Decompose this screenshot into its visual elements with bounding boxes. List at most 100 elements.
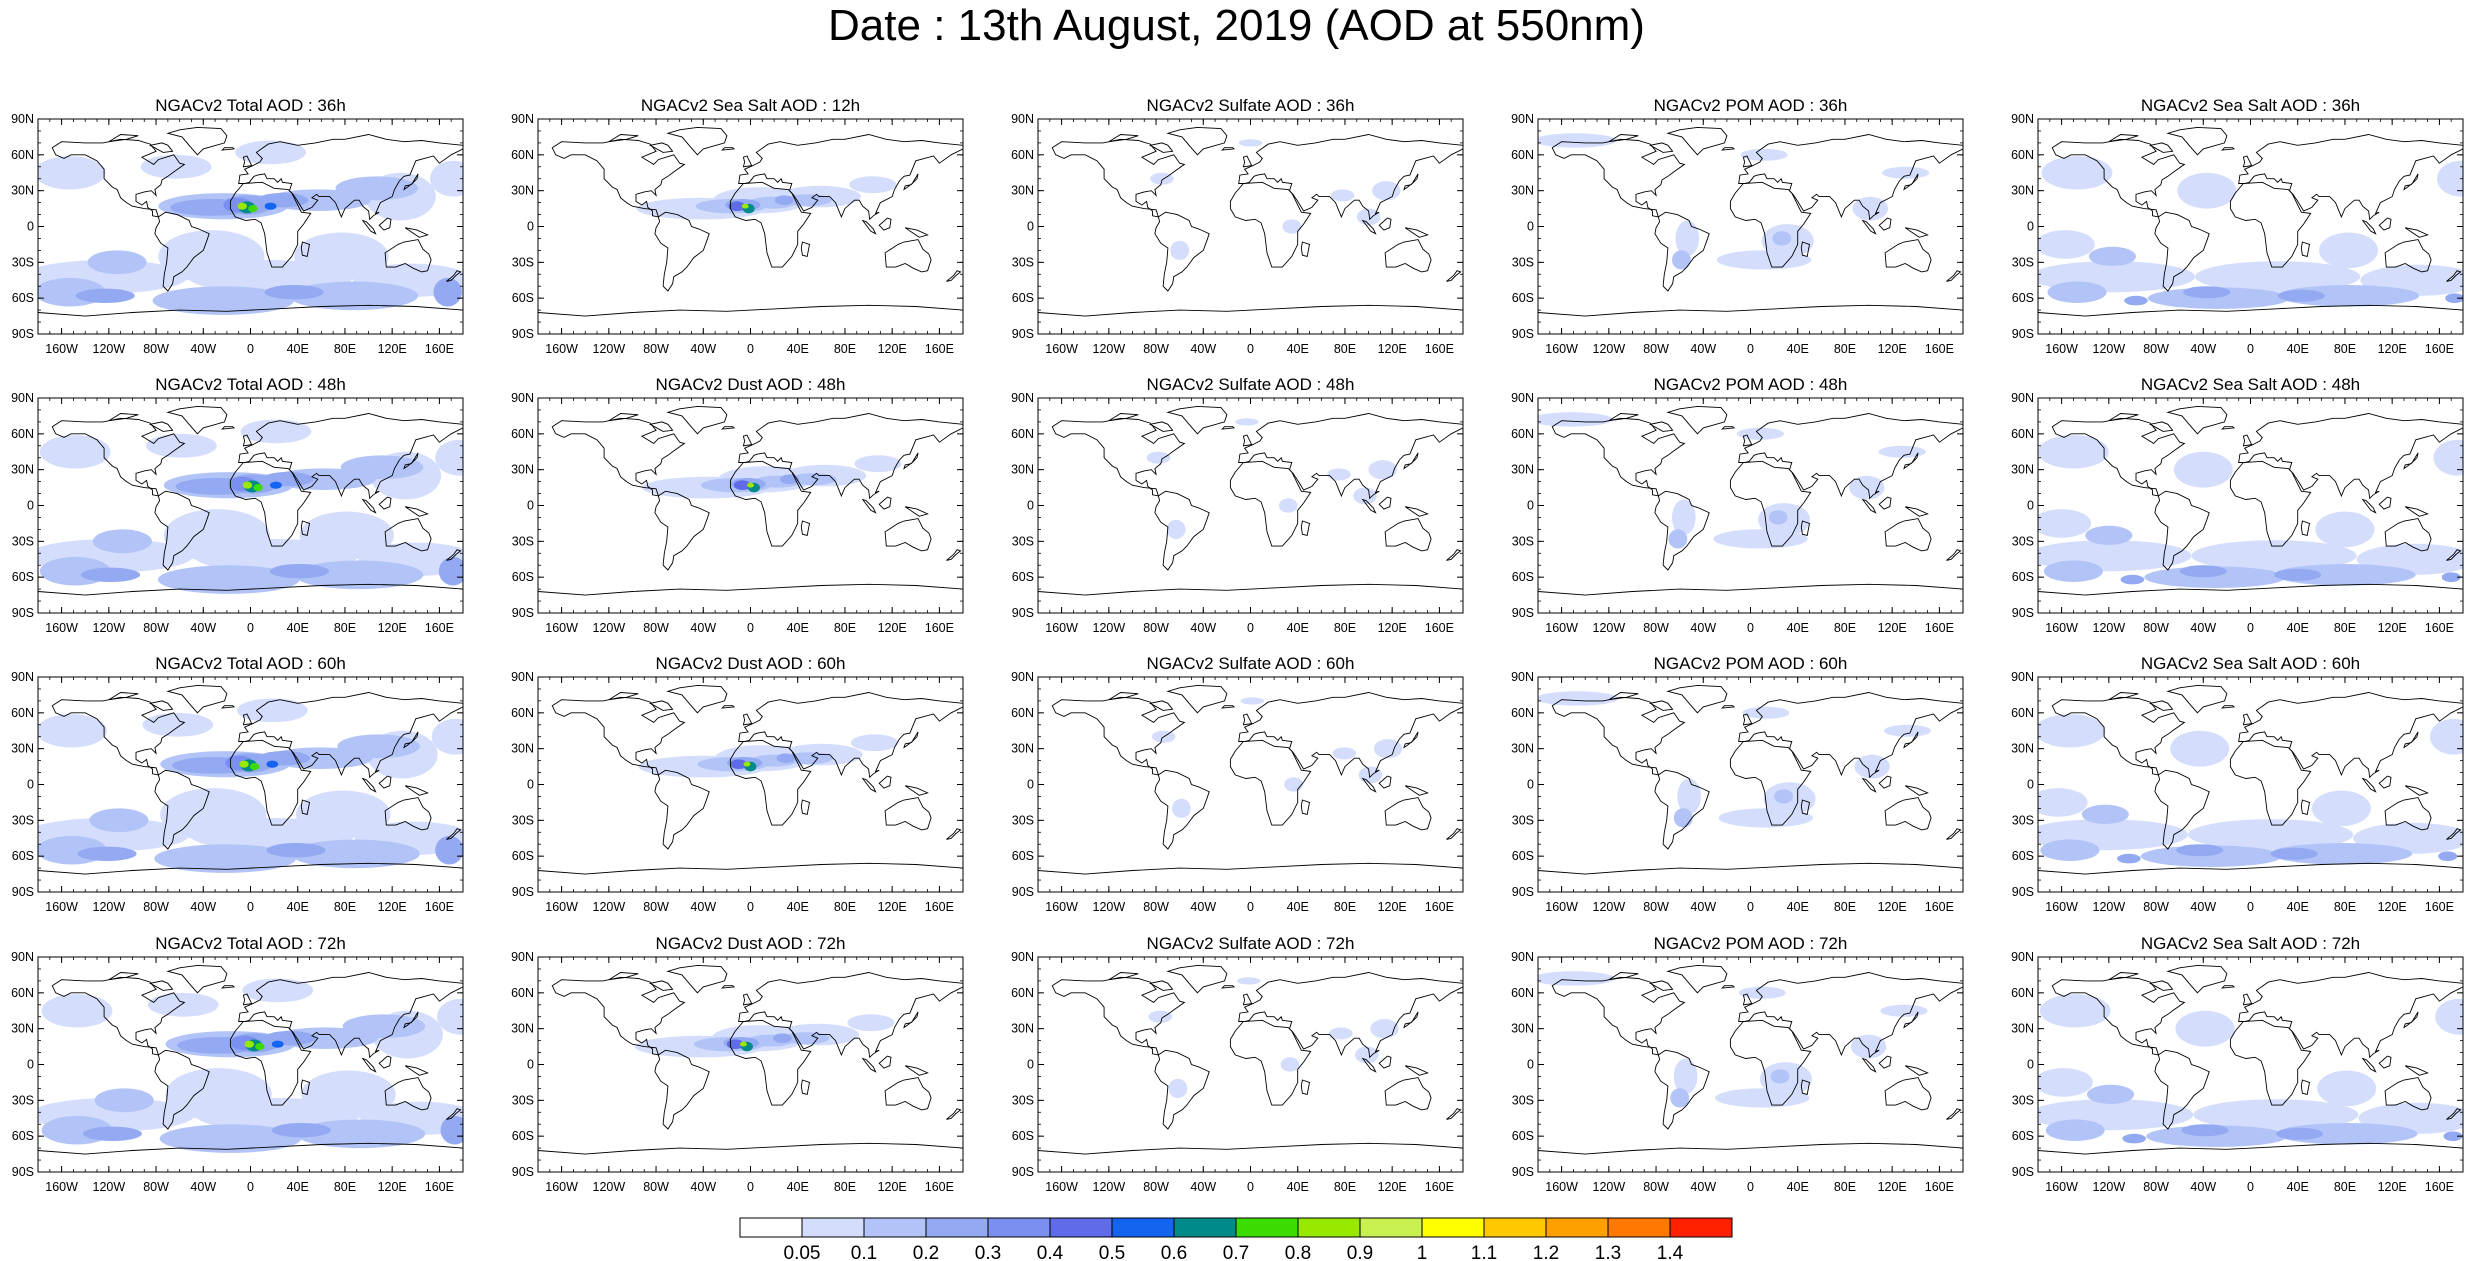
aod-contour	[248, 205, 258, 213]
aod-contour	[1166, 519, 1186, 540]
coastlines	[1538, 684, 1963, 892]
coastline	[608, 134, 639, 143]
colorbar-label: 0.2	[913, 1243, 939, 1261]
longitude-label: 0	[747, 621, 754, 635]
coastline	[2403, 731, 2419, 749]
aod-contour	[270, 481, 282, 489]
coastline	[1148, 700, 1174, 711]
longitude-label: 160E	[425, 342, 454, 356]
coastline	[2300, 799, 2311, 815]
coastline	[2242, 155, 2253, 168]
coastline	[2154, 211, 2210, 292]
aod-contour	[2175, 1010, 2235, 1047]
latitude-label: 90S	[512, 327, 534, 341]
coastline	[738, 413, 963, 500]
coastline	[242, 993, 253, 1006]
latitude-label: 30N	[1511, 1022, 1534, 1036]
coastline	[1154, 211, 1210, 292]
coastline	[1800, 1079, 1811, 1095]
coastline	[742, 993, 753, 1006]
coastline	[904, 227, 929, 238]
map-background	[538, 677, 963, 892]
latitude-label: 30N	[1011, 742, 1034, 756]
coastline	[1903, 1011, 1919, 1029]
latitude-label: 60N	[511, 986, 534, 1000]
aod-contour	[1280, 1057, 1300, 1072]
longitude-label: 40E	[787, 900, 809, 914]
aod-contour	[433, 277, 462, 307]
aod-contour	[142, 712, 214, 737]
aod-contour	[2038, 788, 2088, 817]
aod-contour	[159, 1124, 302, 1153]
coastline	[1738, 972, 1963, 1059]
coastline	[721, 147, 735, 151]
longitude-label: 0	[2247, 621, 2254, 635]
latitude-label: 30N	[511, 463, 534, 477]
panel-title: NGACv2 Sulfate AOD : 72h	[1147, 934, 1355, 953]
latitude-label: 30N	[11, 184, 34, 198]
aod-contour	[87, 250, 147, 275]
aod-contour	[2317, 1070, 2377, 1107]
aod-contour	[2191, 540, 2357, 572]
latitude-label: 90S	[1012, 327, 1034, 341]
aod-contour	[1148, 1010, 1172, 1023]
coastline	[300, 1079, 311, 1095]
panel-title: NGACv2 POM AOD : 36h	[1654, 96, 1848, 115]
latitude-label: 30N	[11, 742, 34, 756]
coastline	[1666, 405, 1728, 435]
coastline	[648, 142, 674, 153]
coastline	[1551, 976, 1686, 1056]
coastline	[878, 775, 892, 789]
latitude-label: 0	[527, 220, 534, 234]
longitude-label: 160W	[1545, 1180, 1578, 1194]
longitude-label: 80W	[1143, 342, 1169, 356]
longitude-label: 160W	[1545, 342, 1578, 356]
coastline	[1378, 775, 1392, 789]
coastline	[2229, 1019, 2312, 1106]
aod-contour	[301, 1070, 396, 1119]
longitude-label: 160W	[45, 1180, 78, 1194]
aod-contour	[2433, 439, 2463, 476]
coastline	[1742, 993, 1753, 1006]
latitude-label: 90N	[511, 391, 534, 405]
longitude-label: 40W	[690, 621, 716, 635]
map-panel: NGACv2 Total AOD : 60h 90N 60N 30N 0 30S 60S 90…	[11, 654, 464, 914]
map-panel: NGACv2 Total AOD : 72h 90N 60N 30N 0 30S 60S 90…	[11, 934, 464, 1194]
coastline	[2384, 239, 2432, 273]
longitude-label: 80E	[2334, 900, 2356, 914]
latitude-label: 60S	[2012, 1129, 2034, 1143]
coastline	[729, 739, 812, 826]
colorbar-swatch	[1111, 1217, 1175, 1238]
coastline	[229, 181, 312, 268]
latitude-label: 0	[27, 220, 34, 234]
longitude-label: 80W	[1143, 900, 1169, 914]
aod-contour	[1715, 1088, 1810, 1108]
latitude-label: 90N	[2011, 391, 2034, 405]
map-panel: NGACv2 Dust AOD : 60h 90N 60N 30N 0 30S 60S 90S…	[511, 654, 964, 914]
main-title: Date : 13th August, 2019 (AOD at 550nm)	[828, 1, 1645, 50]
coastline	[742, 155, 753, 168]
coastline	[1551, 138, 1686, 218]
coastline	[1221, 426, 1235, 430]
coastline	[2384, 1077, 2432, 1111]
panel-title: NGACv2 Total AOD : 72h	[155, 934, 346, 953]
longitude-label: 40E	[1287, 342, 1309, 356]
longitude-label: 40W	[690, 900, 716, 914]
colorbar-swatch	[925, 1217, 989, 1238]
coastline	[648, 421, 674, 432]
latitude-label: 30N	[1011, 184, 1034, 198]
longitude-label: 120W	[1093, 900, 1126, 914]
latitude-label: 30S	[2012, 813, 2034, 827]
aod-contour	[158, 230, 265, 283]
longitude-label: 120W	[1093, 621, 1126, 635]
latitude-label: 30S	[2012, 534, 2034, 548]
coastline	[1946, 270, 1962, 282]
coastline	[1904, 785, 1929, 796]
longitude-label: 0	[1247, 621, 1254, 635]
coastline	[2154, 769, 2210, 850]
coastline	[238, 134, 463, 221]
aod-contour	[1170, 240, 1190, 260]
latitude-label: 90S	[12, 1165, 34, 1179]
coastline	[666, 126, 728, 156]
latitude-label: 90N	[1011, 112, 1034, 126]
